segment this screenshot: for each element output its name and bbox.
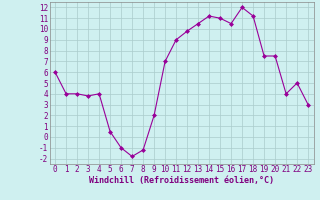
X-axis label: Windchill (Refroidissement éolien,°C): Windchill (Refroidissement éolien,°C)	[89, 176, 274, 185]
